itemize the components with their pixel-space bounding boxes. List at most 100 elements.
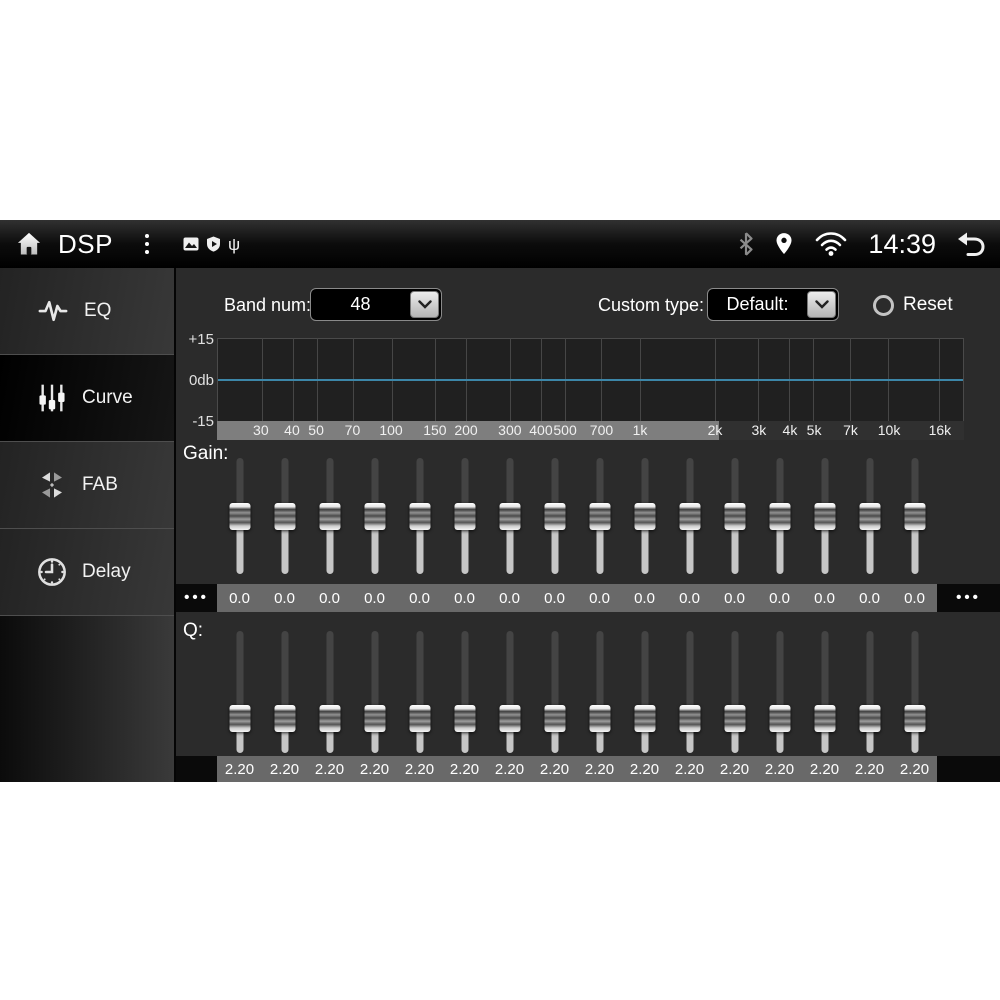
sidebar-item-fab[interactable]: FAB <box>0 442 174 529</box>
gain-slider[interactable] <box>262 455 307 577</box>
gain-slider[interactable] <box>307 455 352 577</box>
slider-thumb[interactable] <box>229 502 250 530</box>
sidebar-item-delay[interactable]: Delay <box>0 529 174 616</box>
q-slider[interactable] <box>892 628 937 756</box>
back-icon[interactable] <box>956 231 986 257</box>
sidebar-item-curve[interactable]: Curve <box>0 355 174 442</box>
reset-radio[interactable]: Reset <box>873 288 953 322</box>
q-slider[interactable] <box>487 628 532 756</box>
q-slider[interactable] <box>262 628 307 756</box>
q-slider[interactable] <box>667 628 712 756</box>
gain-slider[interactable] <box>487 455 532 577</box>
q-slider[interactable] <box>712 628 757 756</box>
gain-value: 0.0 <box>859 589 880 607</box>
slider-thumb[interactable] <box>679 704 700 732</box>
slider-thumb[interactable] <box>769 704 790 732</box>
slider-thumb[interactable] <box>499 502 520 530</box>
gain-slider[interactable] <box>667 455 712 577</box>
y-tick-bottom: -15 <box>192 413 214 430</box>
slider-thumb[interactable] <box>274 704 295 732</box>
slider-thumb[interactable] <box>364 704 385 732</box>
q-slider[interactable] <box>847 628 892 756</box>
gain-slider[interactable] <box>622 455 667 577</box>
custom-type-dropdown[interactable]: Default: <box>707 288 839 321</box>
slider-thumb[interactable] <box>544 502 565 530</box>
y-tick-top: +15 <box>188 331 214 348</box>
q-slider[interactable] <box>577 628 622 756</box>
q-slider[interactable] <box>622 628 667 756</box>
sidebar-item-eq[interactable]: EQ <box>0 268 174 355</box>
q-slider[interactable] <box>397 628 442 756</box>
sidebar-item-label: Delay <box>82 561 131 582</box>
slider-thumb[interactable] <box>724 704 745 732</box>
slider-thumb[interactable] <box>319 502 340 530</box>
slider-thumb[interactable] <box>544 704 565 732</box>
slider-track <box>416 631 423 753</box>
slider-thumb[interactable] <box>859 704 880 732</box>
chevron-down-icon[interactable] <box>410 291 439 318</box>
slider-thumb[interactable] <box>634 502 655 530</box>
slider-thumb[interactable] <box>589 704 610 732</box>
slider-thumb[interactable] <box>859 502 880 530</box>
slider-thumb[interactable] <box>274 502 295 530</box>
slider-thumb[interactable] <box>364 502 385 530</box>
slider-track <box>371 631 378 753</box>
gain-scroll-right-button[interactable]: ••• <box>937 584 1000 612</box>
slider-thumb[interactable] <box>319 704 340 732</box>
gain-slider[interactable] <box>442 455 487 577</box>
gain-slider[interactable] <box>217 455 262 577</box>
slider-track <box>281 631 288 753</box>
slider-thumb[interactable] <box>454 704 475 732</box>
q-value: 2.20 <box>359 760 390 778</box>
q-value: 2.20 <box>764 760 795 778</box>
chevron-down-icon[interactable] <box>807 291 836 318</box>
q-slider[interactable] <box>757 628 802 756</box>
q-label: Q: <box>183 620 204 641</box>
slider-thumb[interactable] <box>814 704 835 732</box>
gain-slider[interactable] <box>352 455 397 577</box>
home-icon[interactable] <box>14 230 44 258</box>
slider-thumb[interactable] <box>409 502 430 530</box>
slider-thumb[interactable] <box>769 502 790 530</box>
slider-thumb[interactable] <box>589 502 610 530</box>
y-tick-mid: 0db <box>188 372 214 389</box>
gain-slider[interactable] <box>802 455 847 577</box>
frequency-tick-label: 16k <box>928 422 952 438</box>
frequency-tick-label: 4k <box>782 422 798 438</box>
slider-thumb[interactable] <box>679 502 700 530</box>
gain-slider[interactable] <box>847 455 892 577</box>
slider-thumb[interactable] <box>499 704 520 732</box>
gain-scroll-left-button[interactable]: ••• <box>176 584 217 612</box>
gain-slider[interactable] <box>757 455 802 577</box>
clock-time: 14:39 <box>868 228 936 259</box>
gain-slider[interactable] <box>892 455 937 577</box>
slider-thumb[interactable] <box>454 502 475 530</box>
frequency-tick-label: 30 <box>253 422 269 438</box>
slider-thumb[interactable] <box>409 704 430 732</box>
q-slider[interactable] <box>352 628 397 756</box>
slider-thumb[interactable] <box>634 704 655 732</box>
q-value: 2.20 <box>494 760 525 778</box>
q-slider[interactable] <box>802 628 847 756</box>
gain-slider[interactable] <box>532 455 577 577</box>
gain-value: 0.0 <box>409 589 430 607</box>
slider-thumb[interactable] <box>814 502 835 530</box>
gain-slider[interactable] <box>712 455 757 577</box>
gain-value: 0.0 <box>229 589 250 607</box>
q-slider[interactable] <box>217 628 262 756</box>
band-num-dropdown[interactable]: 48 <box>310 288 442 321</box>
q-slider[interactable] <box>532 628 577 756</box>
gain-slider[interactable] <box>577 455 622 577</box>
q-slider[interactable] <box>307 628 352 756</box>
sidebar-item-label: EQ <box>84 300 112 321</box>
slider-track <box>596 631 603 753</box>
gain-slider[interactable] <box>397 455 442 577</box>
slider-track <box>776 631 783 753</box>
slider-thumb[interactable] <box>229 704 250 732</box>
slider-thumb[interactable] <box>904 502 925 530</box>
q-slider[interactable] <box>442 628 487 756</box>
kebab-menu-icon[interactable] <box>137 230 157 258</box>
slider-thumb[interactable] <box>724 502 745 530</box>
frequency-tick-label: 200 <box>454 422 478 438</box>
slider-thumb[interactable] <box>904 704 925 732</box>
